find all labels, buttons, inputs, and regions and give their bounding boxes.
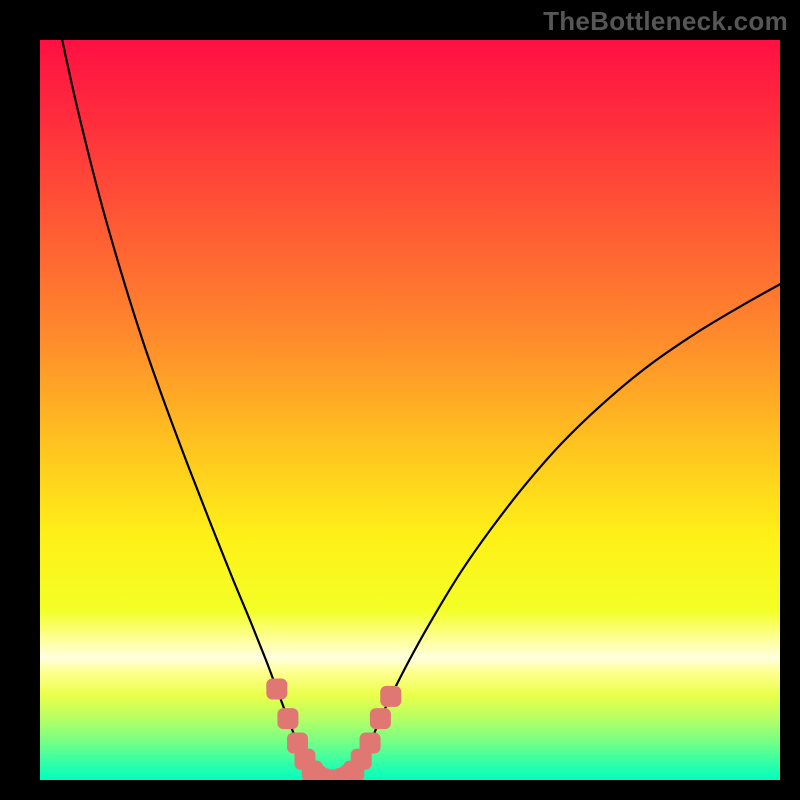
curve-marker [380, 686, 401, 707]
curve-marker [360, 733, 381, 754]
curve-marker [266, 678, 287, 699]
curve-marker [370, 708, 391, 729]
plot-svg [40, 40, 780, 780]
plot-area [40, 40, 780, 780]
chart-root: TheBottleneck.com [0, 0, 800, 800]
curve-marker [277, 708, 298, 729]
plot-background [40, 40, 780, 780]
watermark-text: TheBottleneck.com [543, 6, 788, 37]
